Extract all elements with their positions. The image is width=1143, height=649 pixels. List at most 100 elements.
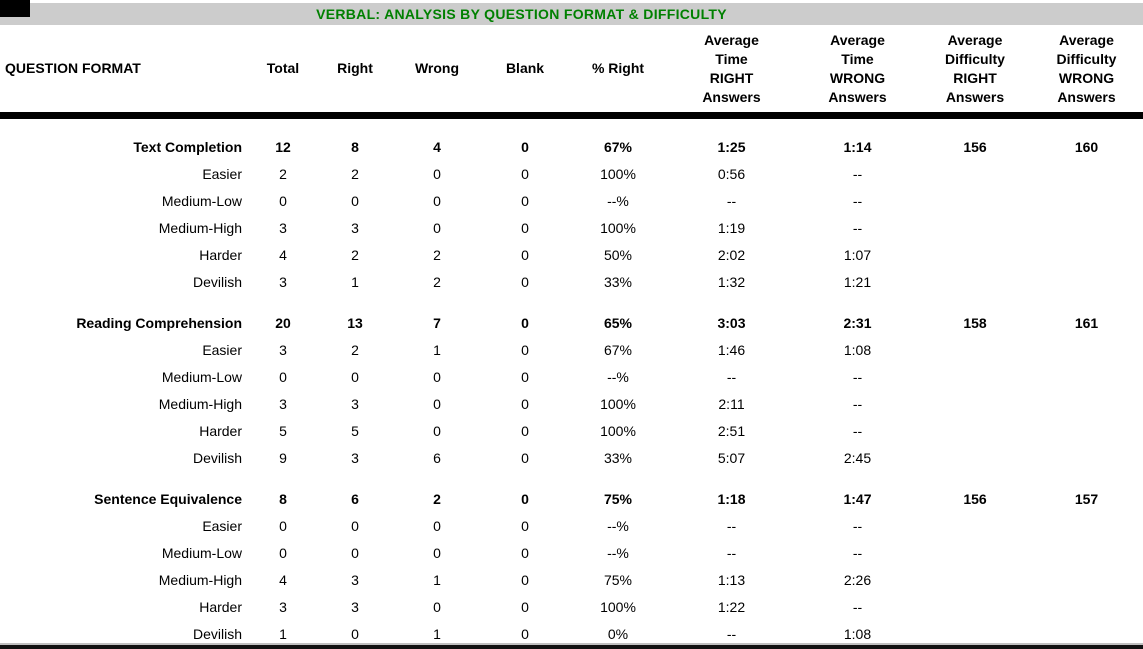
cell: 0 [351, 625, 359, 642]
cell: 0 [433, 368, 441, 385]
cell: 5:07 [717, 449, 746, 466]
cell: 4 [433, 138, 441, 155]
column-header-blank: Blank [505, 60, 545, 76]
cell: -- [852, 544, 863, 561]
cell: 0% [607, 625, 629, 642]
difficulty-row: Easier 2 2 0 0 100% 0:56 -- [0, 160, 1143, 187]
row-label: Medium-High [158, 395, 242, 412]
difficulty-row: Harder 3 3 0 0 100% 1:22 -- [0, 593, 1143, 620]
cell: 157 [1074, 490, 1099, 507]
cell: 1:21 [843, 273, 872, 290]
cell: 8 [351, 138, 359, 155]
cell: 0 [521, 368, 529, 385]
difficulty-row: Medium-High 3 3 0 0 100% 1:19 -- [0, 214, 1143, 241]
cell: 1:25 [717, 138, 746, 155]
cell: 0 [521, 165, 529, 182]
cell: 0 [279, 544, 287, 561]
cell: -- [852, 368, 863, 385]
cell: 160 [1074, 138, 1099, 155]
difficulty-row: Devilish 1 0 1 0 0% -- 1:08 [0, 620, 1143, 647]
cell: 1 [433, 625, 441, 642]
difficulty-row: Medium-Low 0 0 0 0 --% -- -- [0, 187, 1143, 214]
cell: 3 [351, 449, 359, 466]
cell: 1:47 [843, 490, 872, 507]
cell: 2:02 [717, 246, 746, 263]
cell: 1:19 [717, 219, 746, 236]
cell: 0 [521, 571, 529, 588]
cell: 0 [433, 517, 441, 534]
cell: 0 [521, 517, 529, 534]
cell: 2 [433, 246, 441, 263]
cell: 0 [433, 598, 441, 615]
cell: 75% [603, 490, 633, 507]
title-bar: VERBAL: ANALYSIS BY QUESTION FORMAT & DI… [0, 3, 1143, 25]
cell: 2:45 [843, 449, 872, 466]
cell: 12 [275, 138, 291, 155]
cell: 0 [521, 192, 529, 209]
cell: -- [852, 517, 863, 534]
cell: 1:07 [843, 246, 872, 263]
cell: 1:08 [843, 625, 872, 642]
difficulty-row: Harder 5 5 0 0 100% 2:51 -- [0, 417, 1143, 444]
corner-mark [0, 0, 30, 17]
cell: 100% [600, 165, 636, 182]
cell: -- [726, 368, 737, 385]
cell: 0 [521, 138, 529, 155]
row-label: Medium-High [158, 571, 242, 588]
cell: 100% [600, 598, 636, 615]
cell: 0 [351, 544, 359, 561]
cell: 75% [603, 571, 633, 588]
cell: 1:32 [717, 273, 746, 290]
cell: 0 [521, 219, 529, 236]
table-body: Text Completion 12 8 4 0 67% 1:25 1:14 156 160 Eas… [0, 133, 1143, 647]
cell: 0 [351, 368, 359, 385]
row-label: Harder [199, 422, 242, 439]
cell: 2:11 [718, 395, 745, 412]
cell: 0 [521, 449, 529, 466]
difficulty-row: Medium-Low 0 0 0 0 --% -- -- [0, 539, 1143, 566]
cell: 5 [351, 422, 359, 439]
cell: 2 [351, 341, 359, 358]
column-header-avg-time-right: Average Time RIGHT Answers [702, 31, 761, 105]
cell: -- [852, 395, 863, 412]
cell: 2 [433, 273, 441, 290]
section-summary-row: Sentence Equivalence 8 6 2 0 75% 1:18 1:47 156 15… [0, 485, 1143, 512]
cell: 0 [279, 192, 287, 209]
cell: 0 [521, 422, 529, 439]
cell: 3 [351, 395, 359, 412]
difficulty-row: Medium-Low 0 0 0 0 --% -- -- [0, 363, 1143, 390]
cell: 0 [521, 625, 529, 642]
cell: 2:31 [843, 314, 872, 331]
row-label: Reading Comprehension [76, 314, 242, 331]
cell: 67% [603, 341, 633, 358]
difficulty-row: Easier 3 2 1 0 67% 1:46 1:08 [0, 336, 1143, 363]
cell: 0 [521, 490, 529, 507]
column-header-right: Right [337, 60, 373, 76]
difficulty-row: Devilish 9 3 6 0 33% 5:07 2:45 [0, 444, 1143, 471]
cell: 1:08 [843, 341, 872, 358]
cell: 156 [963, 138, 987, 155]
cell: 13 [347, 314, 363, 331]
cell: 0 [279, 368, 287, 385]
cell: 3:03 [717, 314, 746, 331]
section-gap [0, 295, 1143, 309]
cell: 4 [279, 571, 287, 588]
cell: -- [726, 544, 737, 561]
page-title: VERBAL: ANALYSIS BY QUESTION FORMAT & DI… [316, 6, 727, 22]
section-summary-row: Text Completion 12 8 4 0 67% 1:25 1:14 156 160 [0, 133, 1143, 160]
cell: 2:51 [717, 422, 746, 439]
column-header-avg-diff-right: Average Difficulty RIGHT Answers [945, 31, 1005, 105]
cell: 2:26 [843, 571, 872, 588]
cell: 0 [351, 517, 359, 534]
cell: 0 [279, 517, 287, 534]
cell: 9 [279, 449, 287, 466]
cell: 0 [433, 219, 441, 236]
section-gap [0, 471, 1143, 485]
cell: 3 [351, 598, 359, 615]
cell: -- [852, 598, 863, 615]
cell: -- [852, 165, 863, 182]
cell: 156 [963, 490, 987, 507]
cell: 1:22 [717, 598, 746, 615]
cell: --% [607, 368, 629, 385]
